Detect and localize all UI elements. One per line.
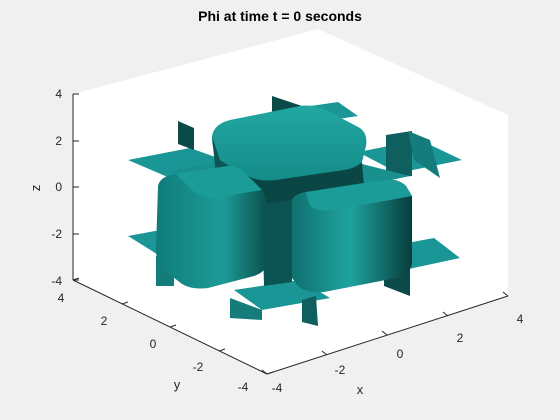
surface-left-cube-top [176,166,262,198]
z-axis-label: z [28,185,43,192]
isosurface [128,96,462,326]
surface-fin [230,298,262,320]
z-tick-label: 2 [55,134,62,148]
surface-fin [386,131,412,178]
surface-top-cube [212,105,367,181]
surface-fin [302,296,318,326]
y-tick-label: 0 [150,337,157,351]
y-axis-label: y [174,377,181,392]
surface-plate [128,148,232,178]
surface-right-cube-top [306,179,412,211]
y-tick-label: -2 [193,360,204,374]
x-tick-label: 0 [397,347,404,361]
x-axis-label: x [357,382,364,397]
x-tick-label: -2 [335,363,346,377]
surface-fin [408,131,440,178]
surface-left-cube [156,166,268,289]
x-tick-label: 4 [517,312,524,326]
z-tick-label: -4 [51,274,62,288]
x-ticks: -4 -2 0 2 4 [261,291,524,395]
z-tick-label: 4 [55,87,62,101]
z-tick-label: -2 [51,227,62,241]
y-tick-label: -4 [238,380,249,394]
x-tick-label: 2 [457,331,464,345]
y-tick-label: 4 [58,291,65,305]
chart-title: Phi at time t = 0 seconds [198,8,362,24]
surface-column [262,200,292,286]
surface-fin [178,121,194,150]
z-tick-label: 0 [55,180,62,194]
x-axis-line [266,295,509,375]
x-tick-label: -4 [272,381,283,395]
y-ticks: 4 2 0 -2 -4 [58,277,274,394]
y-tick-label: 2 [101,314,108,328]
